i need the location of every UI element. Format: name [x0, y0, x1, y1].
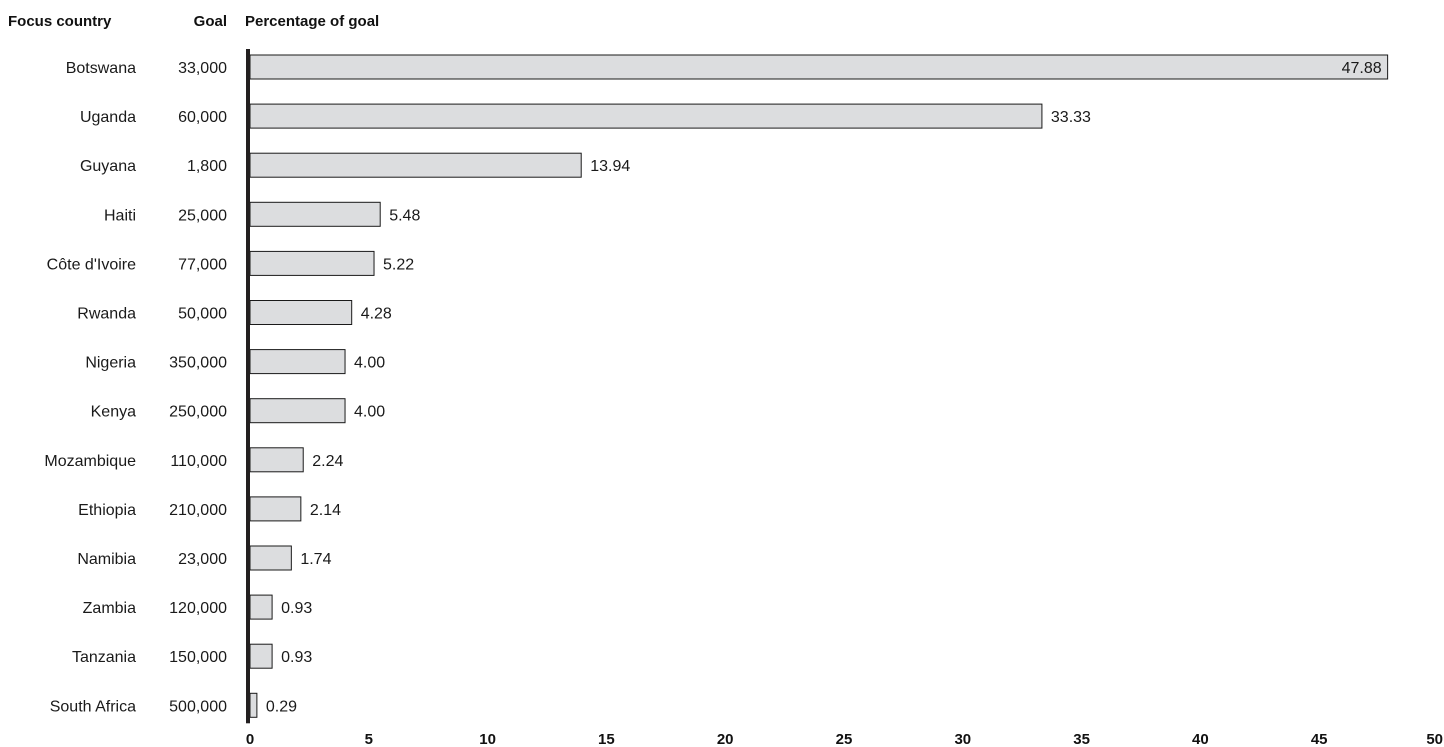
chart-row: Côte d'Ivoire 77,000 5.22: [47, 250, 414, 276]
x-tick-label: 40: [1192, 731, 1209, 747]
x-tick-label: 15: [598, 731, 615, 747]
bar-value-label: 47.88: [1342, 60, 1382, 77]
chart-row: Ethiopia 210,000 2.14: [78, 496, 341, 522]
header-goal: Goal: [194, 13, 227, 30]
bar: [249, 447, 304, 473]
bar-value-label: 4.28: [361, 306, 392, 323]
y-axis-line: [246, 49, 250, 724]
chart-row: Rwanda 50,000 4.28: [77, 300, 392, 325]
chart-row: Uganda 60,000 33.33: [80, 103, 1091, 129]
country-label: Kenya: [91, 404, 136, 421]
chart-row: Guyana 1,800 13.94: [80, 152, 630, 178]
country-label: Haiti: [104, 207, 136, 224]
goal-value: 120,000: [169, 600, 227, 617]
country-label: Nigeria: [85, 355, 136, 372]
goal-value: 23,000: [178, 551, 227, 568]
bar-value-label: 5.22: [383, 256, 414, 273]
x-tick-label: 0: [246, 731, 254, 747]
chart-row: South Africa 500,000 0.29: [50, 692, 297, 718]
bar: [249, 496, 302, 522]
bar-value-label: 1.74: [300, 551, 331, 568]
country-label: Guyana: [80, 158, 136, 175]
goal-value: 25,000: [178, 207, 227, 224]
bar: [249, 300, 353, 325]
bar: [249, 594, 273, 620]
goal-value: 250,000: [169, 404, 227, 421]
bar: [249, 250, 375, 276]
country-label: Mozambique: [44, 453, 136, 470]
bar-value-label: 33.33: [1051, 109, 1091, 126]
chart-row: Kenya 250,000 4.00: [91, 398, 385, 424]
x-tick-label: 50: [1426, 731, 1443, 747]
country-label: Namibia: [77, 551, 136, 568]
bar-value-label: 2.24: [312, 453, 343, 470]
country-label: Uganda: [80, 109, 136, 126]
bar-value-label: 2.14: [310, 502, 341, 519]
goal-value: 150,000: [169, 649, 227, 666]
goal-value: 350,000: [169, 355, 227, 372]
bar: [249, 201, 381, 227]
country-label: Côte d'Ivoire: [47, 256, 136, 273]
chart-row: Nigeria 350,000 4.00: [85, 349, 385, 375]
country-label: Zambia: [83, 600, 136, 617]
x-tick-label: 35: [1073, 731, 1090, 747]
country-label: Ethiopia: [78, 502, 136, 519]
chart-row: Botswana 33,000 47.88: [66, 54, 1389, 80]
bar-value-label: 4.00: [354, 404, 385, 421]
x-tick-label: 10: [479, 731, 496, 747]
country-label: South Africa: [50, 698, 136, 715]
x-tick-label: 45: [1311, 731, 1328, 747]
goal-value: 77,000: [178, 256, 227, 273]
bar-value-label: 5.48: [389, 207, 420, 224]
goal-value: 50,000: [178, 306, 227, 323]
bar: [249, 643, 273, 669]
bar: [249, 398, 346, 424]
x-tick-label: 30: [954, 731, 971, 747]
goal-value: 60,000: [178, 109, 227, 126]
country-label: Rwanda: [77, 306, 136, 323]
bar: [249, 692, 258, 718]
goal-value: 33,000: [178, 60, 227, 77]
bar: [249, 152, 582, 178]
bar-value-label: 0.93: [281, 600, 312, 617]
chart-row: Haiti 25,000 5.48: [104, 201, 420, 227]
goal-value: 1,800: [187, 158, 227, 175]
chart-row: Tanzania 150,000 0.93: [72, 643, 312, 669]
bar-value-label: 13.94: [590, 158, 630, 175]
country-label: Tanzania: [72, 649, 136, 666]
bar-value-label: 4.00: [354, 355, 385, 372]
bar-value-label: 0.93: [281, 649, 312, 666]
goal-value: 110,000: [170, 453, 227, 470]
bar: [249, 349, 346, 375]
country-label: Botswana: [66, 60, 136, 77]
x-tick-label: 20: [717, 731, 734, 747]
header-percentage-of-goal: Percentage of goal: [245, 13, 379, 30]
bar: [249, 545, 292, 571]
bar: [249, 54, 1389, 80]
chart-row: Mozambique 110,000 2.24: [44, 447, 343, 473]
goal-value: 500,000: [169, 698, 227, 715]
goal-value: 210,000: [169, 502, 227, 519]
chart-row: Namibia 23,000 1.74: [77, 545, 332, 571]
header-focus-country: Focus country: [8, 13, 112, 30]
bar: [249, 103, 1043, 129]
bar-value-label: 0.29: [266, 698, 297, 715]
chart-row: Zambia 120,000 0.93: [83, 594, 312, 620]
x-tick-label: 5: [365, 731, 373, 747]
x-tick-label: 25: [836, 731, 853, 747]
